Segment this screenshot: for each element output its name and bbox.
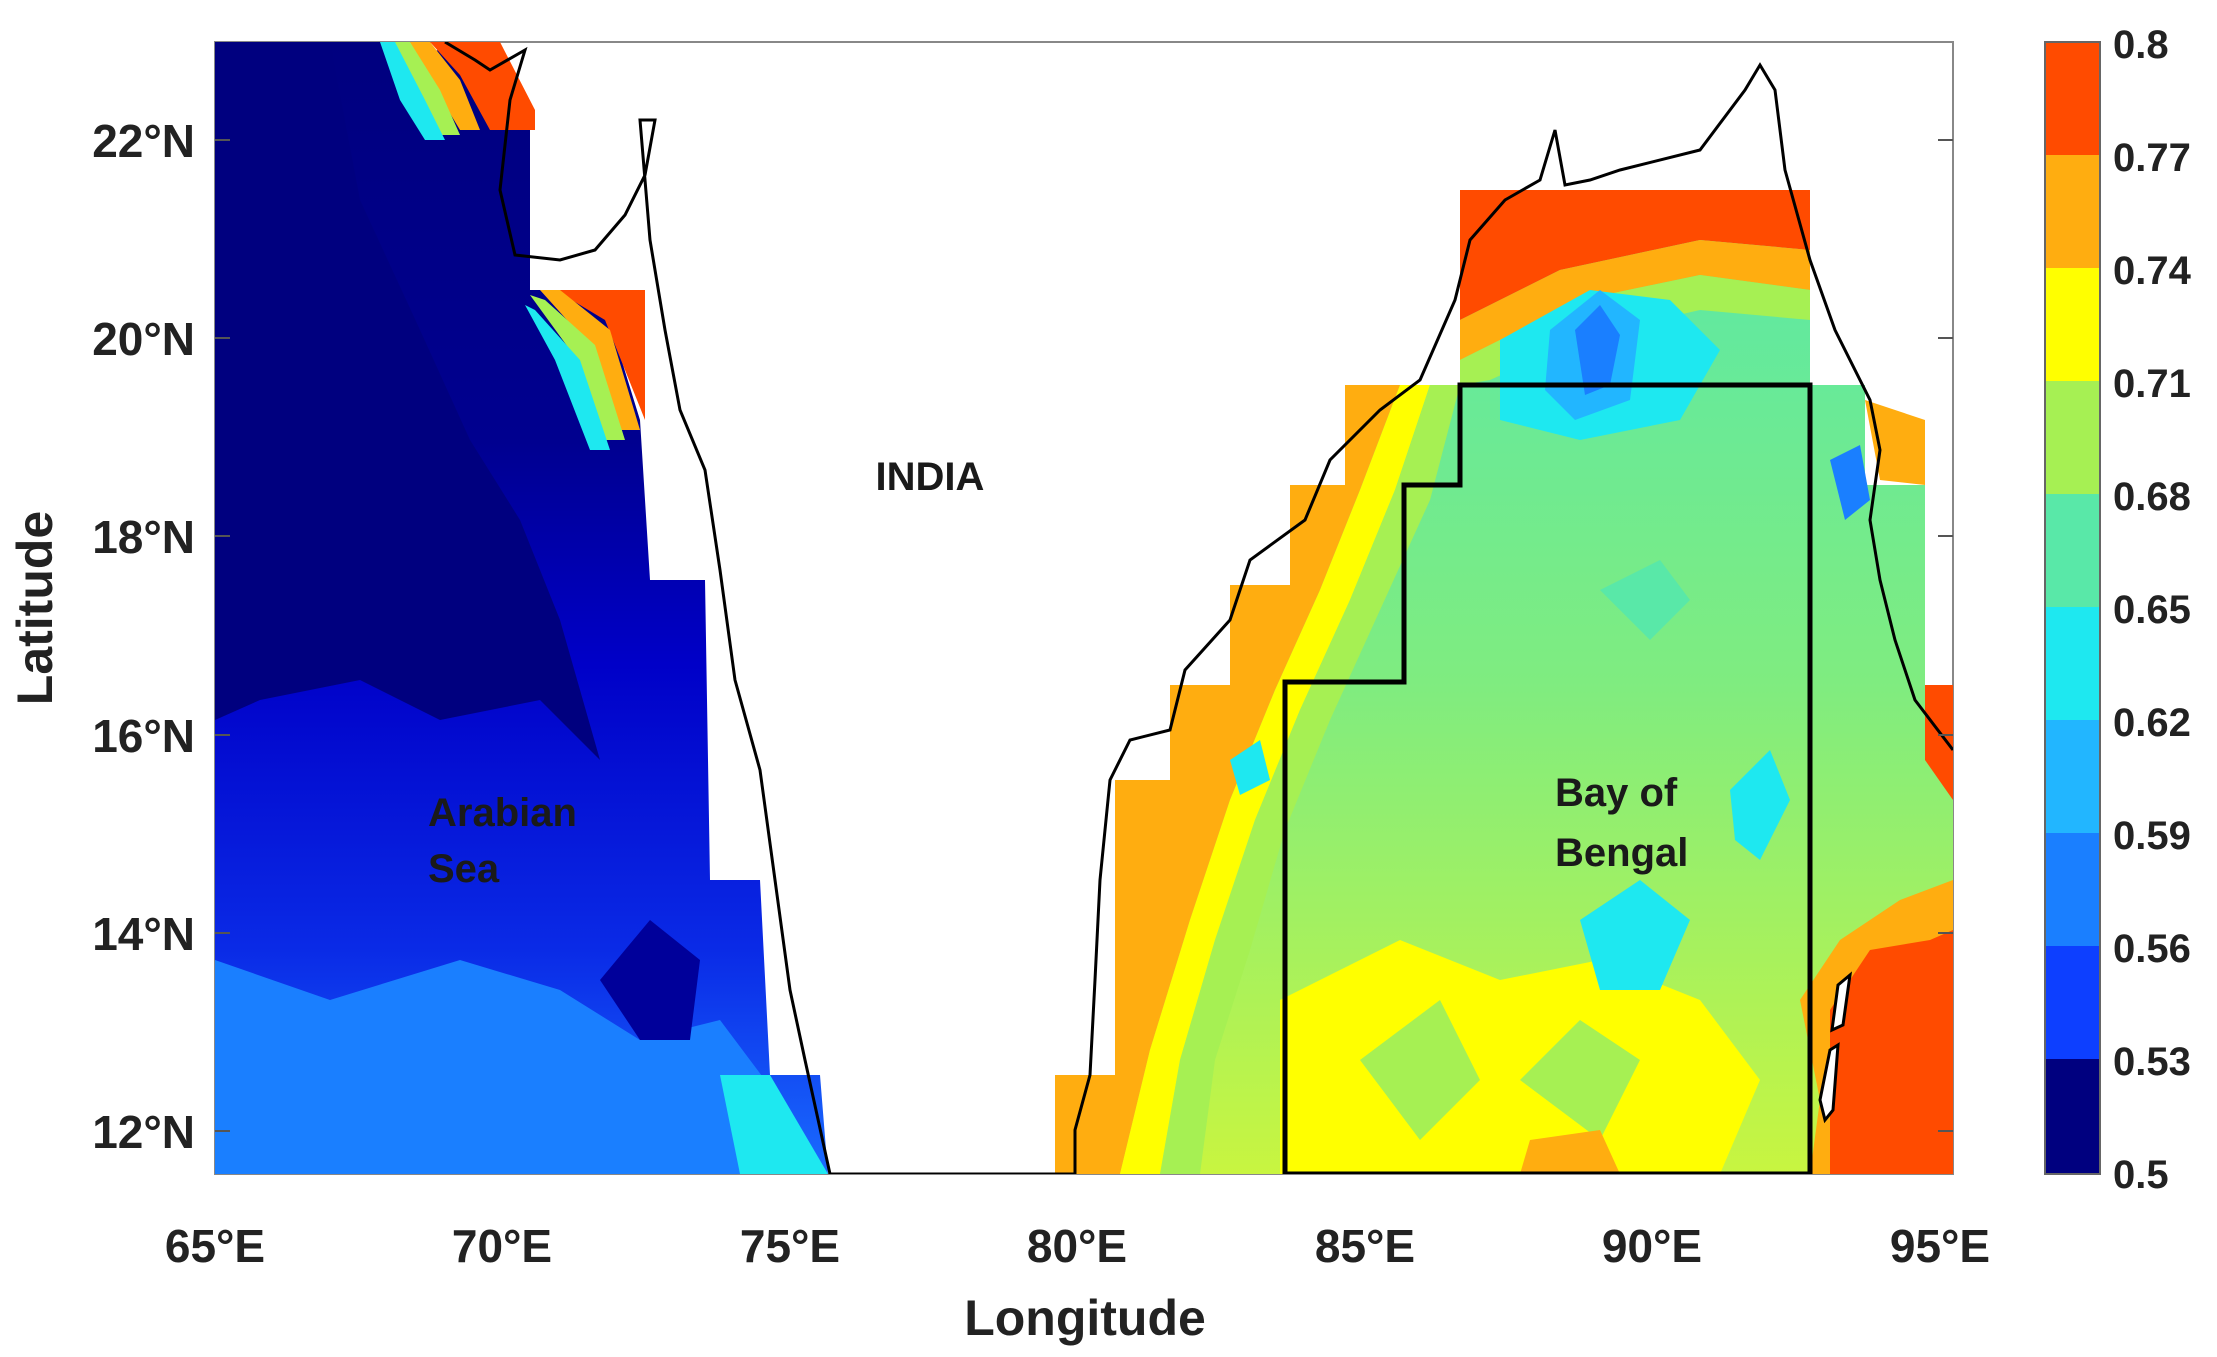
study-region-box: [1282, 382, 1813, 1174]
colorbar-swatch: [2045, 720, 2100, 833]
colorbar-tick-label: 0.5: [2113, 1153, 2169, 1197]
label-arabian-line1: Arabian: [428, 791, 577, 835]
x-axis-title: Longitude: [964, 1290, 1206, 1346]
colorbar-swatch: [2045, 607, 2100, 720]
colorbar-swatch: [2045, 42, 2100, 155]
colorbar-swatch: [2045, 155, 2100, 268]
bay-of-bengal-field: [1055, 190, 1953, 1174]
label-bay-line2: Bengal: [1555, 831, 1688, 875]
x-axis-ticks: 65°E 70°E 75°E 80°E 85°E 90°E 95°E: [165, 1220, 1990, 1272]
colorbar-swatch: [2045, 381, 2100, 494]
y-tick-label: 18°N: [92, 511, 195, 563]
x-tick-label: 70°E: [452, 1220, 552, 1272]
x-tick-label: 75°E: [740, 1220, 840, 1272]
y-axis-title: Latitude: [7, 511, 63, 705]
colorbar-tick-label: 0.53: [2113, 1040, 2191, 1084]
colorbar-tick-label: 0.62: [2113, 701, 2191, 745]
colorbar-tick-label: 0.68: [2113, 475, 2191, 519]
andaman-islands: [1818, 971, 1853, 1124]
label-bay-line1: Bay of: [1555, 771, 1678, 815]
x-tick-label: 95°E: [1890, 1220, 1990, 1272]
label-arabian-line2: Sea: [428, 847, 500, 891]
colorbar-swatch: [2045, 268, 2100, 381]
colorbar-tick-label: 0.65: [2113, 588, 2191, 632]
coastline: [444, 42, 1953, 1174]
colorbar-tick-label: 0.77: [2113, 136, 2191, 180]
colorbar-tick-label: 0.71: [2113, 362, 2191, 406]
x-tick-label: 90°E: [1602, 1220, 1702, 1272]
y-axis-ticks: 12°N 14°N 16°N 18°N 20°N 22°N: [92, 115, 195, 1158]
colorbar-tick-label: 0.59: [2113, 814, 2191, 858]
colorbar: 0.8 0.77 0.74 0.71 0.68 0.65 0.62 0.59 0…: [2044, 23, 2192, 1197]
colorbar-tick-label: 0.56: [2113, 927, 2191, 971]
colorbar-frame: [2044, 41, 2101, 1175]
colorbar-tick-label: 0.8: [2113, 23, 2169, 67]
x-tick-label: 65°E: [165, 1220, 265, 1272]
y-tick-label: 14°N: [92, 908, 195, 960]
colorbar-tick-label: 0.74: [2113, 249, 2192, 293]
x-tick-label: 85°E: [1315, 1220, 1415, 1272]
colorbar-swatch: [2045, 946, 2100, 1059]
colorbar-swatch: [2045, 1059, 2100, 1174]
colorbar-swatch: [2045, 833, 2100, 946]
x-tick-label: 80°E: [1027, 1220, 1127, 1272]
colorbar-swatch: [2045, 494, 2100, 607]
y-tick-label: 12°N: [92, 1106, 195, 1158]
y-tick-label: 22°N: [92, 115, 195, 167]
y-tick-label: 20°N: [92, 313, 195, 365]
label-india: INDIA: [876, 455, 985, 499]
y-tick-label: 16°N: [92, 710, 195, 762]
